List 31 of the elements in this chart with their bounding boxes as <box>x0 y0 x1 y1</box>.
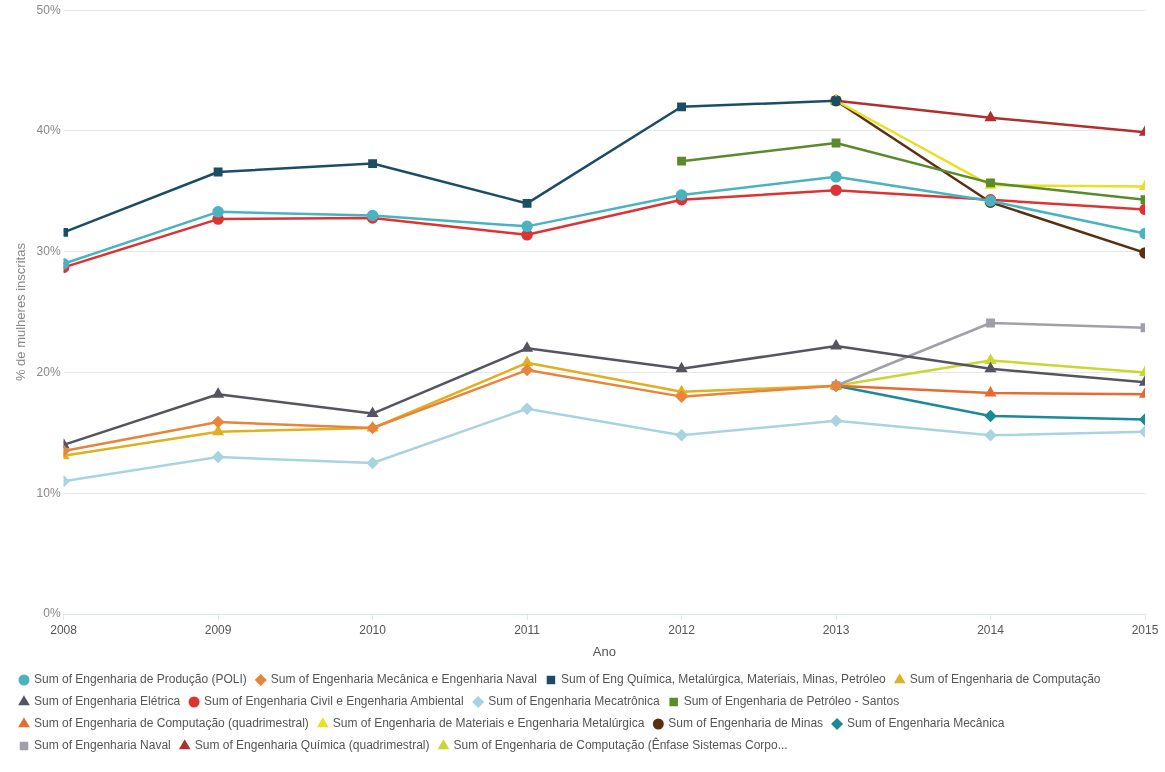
x-tick-label: 2011 <box>514 622 541 637</box>
x-tick-label: 2010 <box>359 622 387 637</box>
x-tick-label: 2014 <box>977 622 1005 637</box>
legend-label: Sum of Engenharia Naval <box>34 738 171 753</box>
legend-label: Sum of Engenharia Elétrica <box>34 694 181 709</box>
x-axis-title: Ano <box>592 643 616 659</box>
y-tick-label: 20% <box>36 364 61 379</box>
y-tick-label: 0% <box>43 606 61 621</box>
legend-label: Sum of Engenharia de Petróleo - Santos <box>683 694 900 709</box>
legend-label: Sum of Engenharia de Computação (quadrimestral) <box>34 716 309 731</box>
legend-label: Sum of Engenharia Mecânica e Engenharia Naval <box>270 672 537 687</box>
x-tick-label: 2013 <box>822 622 850 637</box>
legend-label: Sum of Engenharia Mecatrônica <box>488 694 660 709</box>
y-tick-label: 10% <box>36 485 61 500</box>
legend-label: Sum of Eng Química, Metalúrgica, Materiais, Minas, Petróleo <box>560 672 887 687</box>
legend-label: Sum of Engenharia de Minas <box>668 716 824 731</box>
legend-label: Sum of Engenharia de Produção (POLI) <box>34 672 247 687</box>
x-tick-label: 2012 <box>668 622 696 637</box>
x-tick-label: 2008 <box>50 622 78 637</box>
legend-label: Sum of Engenharia Química (quadrimestral) <box>194 738 430 753</box>
x-tick-label: 2015 <box>1131 622 1159 637</box>
y-tick-label: 40% <box>36 123 61 138</box>
legend-label: Sum of Engenharia de Computação (Ênfase Sistemas Corpo... <box>453 737 788 753</box>
legend-label: Sum of Engenharia de Computação <box>909 672 1101 687</box>
y-axis-title: % de mulheres inscritas <box>13 242 29 382</box>
legend-label: Sum of Engenharia Mecânica <box>847 716 1005 731</box>
legend-label: Sum of Engenharia de Materiais e Engenharia Metalúrgica <box>332 716 645 731</box>
y-tick-label: 50% <box>36 2 61 17</box>
legend-label: Sum of Engenharia Civil e Engenharia Ambiental <box>204 694 464 709</box>
x-tick-label: 2009 <box>204 622 232 637</box>
y-tick-label: 30% <box>36 244 61 259</box>
